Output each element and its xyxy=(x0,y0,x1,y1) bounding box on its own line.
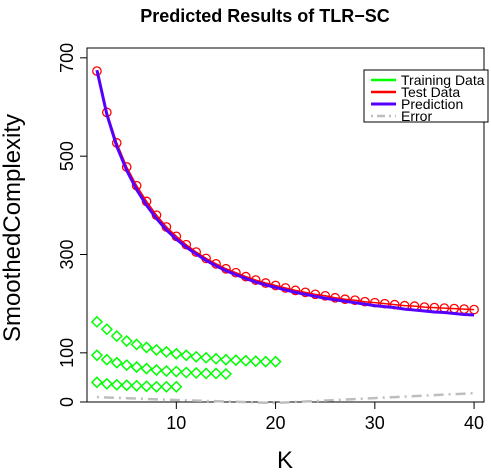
training-point xyxy=(200,367,213,380)
training-point xyxy=(110,378,123,391)
training-point xyxy=(140,380,153,393)
training-point xyxy=(249,355,262,368)
training-point xyxy=(150,363,163,377)
training-point xyxy=(160,345,173,358)
x-axis-label: K xyxy=(277,447,293,474)
training-point xyxy=(110,356,123,369)
x-tick-label: 40 xyxy=(464,413,484,433)
training-point xyxy=(130,361,143,374)
y-tick-label: 300 xyxy=(57,239,77,269)
training-point xyxy=(130,379,143,392)
y-tick-label: 0 xyxy=(57,397,77,407)
test-point xyxy=(360,296,370,307)
training-point xyxy=(259,355,272,368)
training-point xyxy=(219,367,233,381)
y-tick-label: 700 xyxy=(57,43,77,73)
training-point xyxy=(90,315,103,328)
test-line xyxy=(96,70,475,311)
training-point xyxy=(239,354,252,367)
training-point xyxy=(120,359,133,372)
training-point xyxy=(90,376,103,389)
x-tick-label: 30 xyxy=(365,413,385,433)
chart-title: Predicted Results of TLR−SC xyxy=(140,6,390,26)
legend-label: Prediction xyxy=(401,96,463,112)
y-tick-label: 100 xyxy=(57,338,77,368)
training-point xyxy=(120,379,133,392)
x-tick-label: 10 xyxy=(166,413,186,433)
y-tick-label: 500 xyxy=(57,141,77,171)
legend-label: Test Data xyxy=(401,84,460,100)
training-point xyxy=(170,347,183,360)
training-point xyxy=(100,353,113,366)
x-axis: 10 20 30 40 xyxy=(166,401,484,433)
y-axis-label: SmoothedComplexity xyxy=(0,114,26,342)
training-point xyxy=(170,365,183,378)
training-point xyxy=(140,362,153,375)
training-point xyxy=(209,367,223,380)
training-point xyxy=(160,380,173,393)
training-point xyxy=(170,380,183,393)
training-point xyxy=(180,366,193,379)
training-point xyxy=(190,350,203,363)
legend-label: Error xyxy=(401,108,432,124)
test-point xyxy=(350,295,360,306)
prediction-line xyxy=(95,69,475,317)
training-point xyxy=(160,364,173,378)
legend-label: Training Data xyxy=(401,72,485,88)
training-point xyxy=(150,343,163,356)
training-point xyxy=(229,354,242,367)
plot-layer xyxy=(90,66,479,405)
training-point xyxy=(90,349,103,362)
training-point xyxy=(130,338,143,351)
y-axis: 0 100 300 500 700 xyxy=(57,43,88,407)
legend-box xyxy=(363,69,489,123)
training-point xyxy=(209,352,223,365)
training-point xyxy=(219,353,233,366)
training-point xyxy=(140,341,153,354)
training-point xyxy=(110,330,123,343)
error-line xyxy=(96,391,475,405)
training-point xyxy=(269,355,282,368)
training-point xyxy=(100,323,113,336)
x-tick-label: 20 xyxy=(266,413,286,433)
training-point xyxy=(100,377,113,390)
training-point xyxy=(120,334,133,348)
training-point xyxy=(200,351,213,364)
training-point xyxy=(190,366,203,380)
training-point xyxy=(180,349,193,362)
test-point xyxy=(320,290,331,301)
training-point xyxy=(150,380,163,393)
